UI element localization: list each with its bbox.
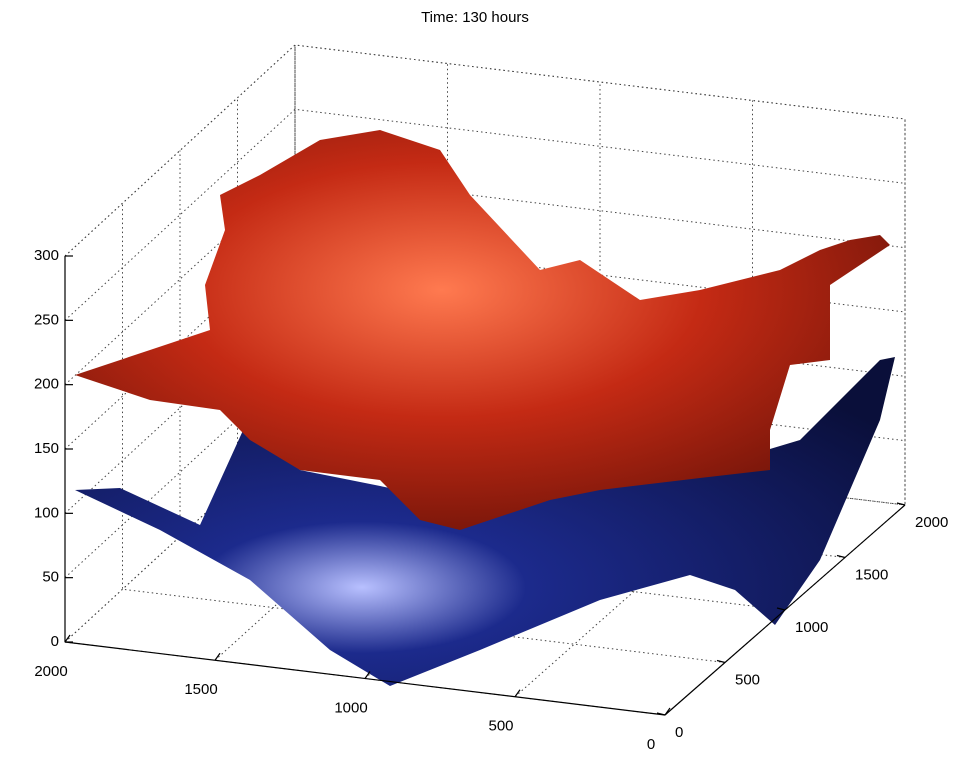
x-tick-label: 0 — [647, 736, 655, 753]
x-tick-label: 1000 — [334, 699, 367, 716]
surface — [75, 130, 890, 530]
z-tick-label: 150 — [34, 440, 59, 457]
x-tick — [64, 634, 71, 643]
y-tick-label: 500 — [735, 671, 760, 688]
y-tick-label: 0 — [675, 724, 683, 741]
y-tick — [896, 502, 906, 506]
z-tick-label: 100 — [34, 504, 59, 521]
z-tick-label: 50 — [42, 569, 59, 586]
x-tick — [214, 652, 221, 661]
grid-line — [64, 108, 906, 321]
z-tick-label: 250 — [34, 311, 59, 328]
x-tick-label: 2000 — [34, 663, 67, 680]
x-tick-label: 1500 — [184, 681, 217, 698]
z-tick-label: 200 — [34, 376, 59, 393]
y-tick-label: 1500 — [855, 566, 888, 583]
y-tick-label: 1000 — [795, 619, 828, 636]
y-tick — [836, 554, 846, 559]
z-tick-label: 0 — [51, 633, 59, 650]
y-tick — [716, 659, 726, 664]
grid-line — [664, 119, 906, 716]
x-tick-label: 500 — [488, 718, 513, 735]
y-tick — [776, 607, 786, 611]
y-tick-label: 2000 — [915, 514, 948, 531]
z-tick-label: 300 — [34, 247, 59, 264]
x-tick — [364, 671, 371, 679]
grid-line — [64, 45, 296, 643]
chart-title: Time: 130 hours — [421, 9, 529, 26]
y-tick — [656, 712, 666, 716]
x-tick — [514, 689, 521, 698]
x-tick — [664, 707, 671, 716]
grid-line — [64, 301, 906, 514]
grid-line — [122, 203, 726, 663]
grid-line — [64, 173, 906, 386]
